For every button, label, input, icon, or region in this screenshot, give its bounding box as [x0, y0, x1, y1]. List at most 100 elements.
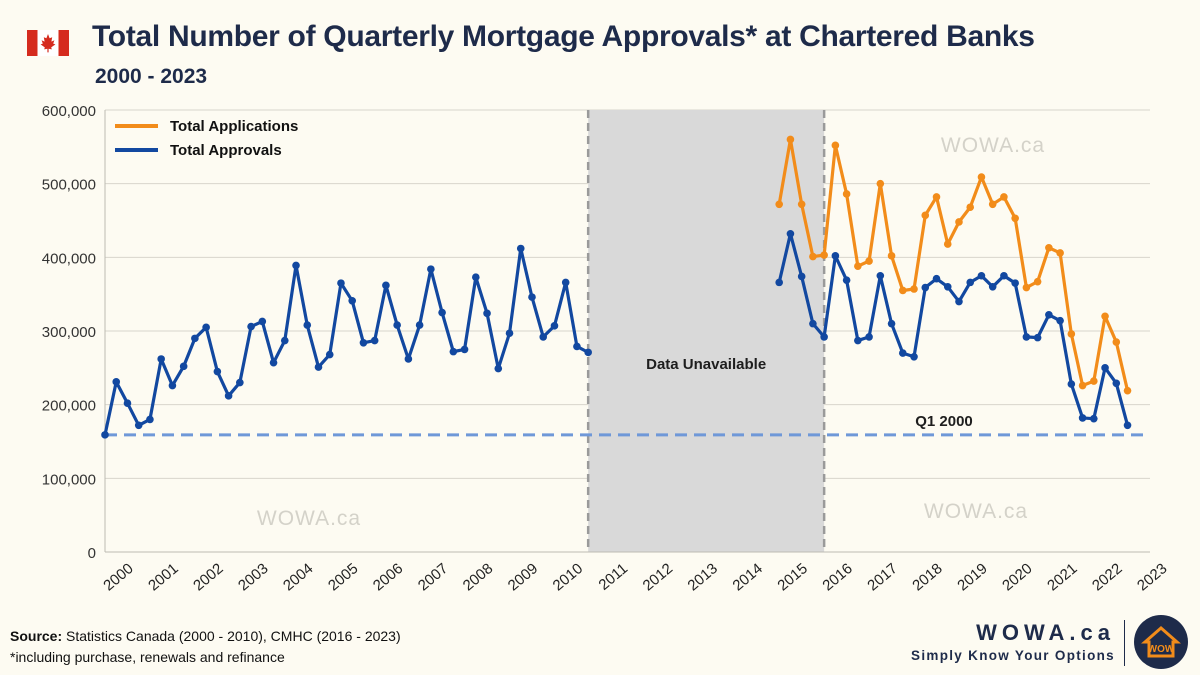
total-approvals-point — [898, 349, 907, 357]
total-approvals-point — [943, 283, 952, 291]
total-approvals-point — [393, 321, 401, 329]
total-approvals-point — [202, 323, 210, 332]
x-tick-label: 2009 — [505, 560, 541, 594]
source-line: Source: Statistics Canada (2000 - 2010),… — [10, 628, 401, 644]
total-approvals-point — [427, 265, 435, 273]
legend-layer: Total Applications Total Approvals — [115, 118, 298, 159]
total-approvals-point — [472, 273, 480, 282]
total-approvals-point — [179, 362, 188, 371]
total-approvals-line — [777, 232, 1130, 426]
total-approvals-point — [112, 378, 121, 386]
total-applications-point — [865, 257, 873, 265]
total-approvals-point — [314, 363, 323, 371]
data-unavailable-label: Data Unavailable — [646, 356, 766, 373]
total-approvals-point — [280, 336, 289, 345]
total-applications-point — [1112, 338, 1121, 346]
total-approvals-point — [370, 336, 379, 345]
total-approvals-point — [528, 293, 536, 301]
total-applications-point — [831, 141, 840, 150]
total-approvals-point — [236, 378, 244, 387]
x-tick-label: 2020 — [999, 560, 1035, 594]
total-approvals-point — [168, 381, 177, 390]
y-tick-label: 500,000 — [42, 177, 96, 194]
total-approvals-point — [505, 329, 514, 338]
x-tick-label: 2007 — [415, 560, 451, 594]
total-applications-point — [1078, 381, 1087, 390]
total-approvals-point — [550, 322, 559, 330]
x-tick-label: 2000 — [100, 560, 136, 594]
total-approvals-point — [910, 352, 918, 361]
total-approvals-point — [415, 321, 424, 329]
source-text: Statistics Canada (2000 - 2010), CMHC (2… — [66, 628, 401, 644]
watermark: WOWA.ca — [924, 500, 1028, 523]
brand-tagline: Simply Know Your Options — [911, 648, 1115, 663]
total-applications-line — [777, 137, 1130, 392]
data-unavailable-region — [588, 110, 825, 552]
total-approvals-point — [258, 317, 267, 326]
total-applications-point — [1045, 243, 1053, 252]
x-tick-label: 2002 — [190, 560, 226, 594]
total-approvals-point — [831, 252, 840, 260]
total-approvals-point — [988, 283, 997, 291]
brand-block: WOWA.ca Simply Know Your Options — [880, 620, 1115, 663]
total-approvals-point — [1078, 414, 1087, 422]
x-tick-label: 2012 — [640, 560, 676, 594]
x-tick-label: 2006 — [370, 560, 406, 594]
total-approvals-point — [123, 399, 132, 407]
total-applications-point — [854, 262, 862, 270]
total-approvals-point — [887, 319, 896, 328]
total-applications-point — [842, 190, 851, 198]
total-approvals-point — [292, 261, 300, 270]
total-applications-point — [955, 218, 963, 226]
total-approvals-point — [213, 367, 222, 376]
flag-right-band — [58, 30, 69, 56]
x-tick-label: 2017 — [864, 560, 900, 594]
total-approvals-point — [1101, 364, 1109, 372]
total-approvals-point — [1067, 380, 1076, 388]
x-tick-label: 2021 — [1044, 560, 1080, 594]
x-tick-label: 2019 — [954, 560, 990, 594]
total-approvals-point — [561, 278, 570, 287]
y-tick-label: 200,000 — [42, 398, 96, 415]
total-approvals-point — [483, 309, 491, 318]
total-approvals-point — [539, 333, 548, 341]
total-approvals-point — [809, 319, 817, 328]
total-approvals-point — [1112, 379, 1121, 388]
total-applications-point — [943, 240, 952, 248]
x-tick-label: 2011 — [595, 560, 631, 594]
x-tick-label: 2010 — [550, 560, 586, 594]
legend-label-total-approvals: Total Approvals — [170, 142, 282, 159]
total-approvals-point — [1033, 333, 1042, 342]
total-approvals-point — [101, 431, 109, 439]
total-approvals-point — [325, 350, 334, 359]
x-tick-label: 2001 — [145, 560, 181, 594]
total-applications-point — [775, 200, 783, 209]
chart-subtitle: 2000 - 2023 — [95, 65, 208, 88]
reference-line-label: Q1 2000 — [915, 413, 973, 430]
brand-divider — [1124, 620, 1125, 666]
total-approvals-point — [348, 296, 357, 305]
total-applications-point — [1011, 214, 1019, 223]
total-approvals-point — [1090, 414, 1098, 423]
flag-left-band — [27, 30, 38, 56]
total-approvals-point — [932, 274, 941, 283]
y-tick-label: 400,000 — [42, 250, 96, 267]
watermark-layer: WOWA.ca WOWA.ca WOWA.ca — [257, 134, 1044, 530]
brand-name: WOWA.ca — [976, 620, 1115, 645]
wowa-logo-icon: WOW — [1134, 615, 1188, 669]
total-approvals-point — [449, 347, 458, 356]
total-approvals-point — [786, 229, 795, 238]
total-approvals-point — [191, 334, 199, 343]
total-applications-point — [932, 193, 941, 201]
y-tick-label: 0 — [88, 545, 96, 562]
total-approvals-point — [876, 271, 885, 280]
total-approvals-point — [1045, 310, 1053, 319]
total-applications-point — [1000, 193, 1008, 201]
footnote: *including purchase, renewals and refina… — [10, 649, 285, 665]
total-applications-point — [1101, 312, 1109, 321]
total-approvals-point — [854, 336, 862, 345]
canada-flag-icon — [27, 30, 69, 56]
total-approvals-point — [1000, 271, 1008, 280]
total-applications-point — [910, 285, 918, 293]
